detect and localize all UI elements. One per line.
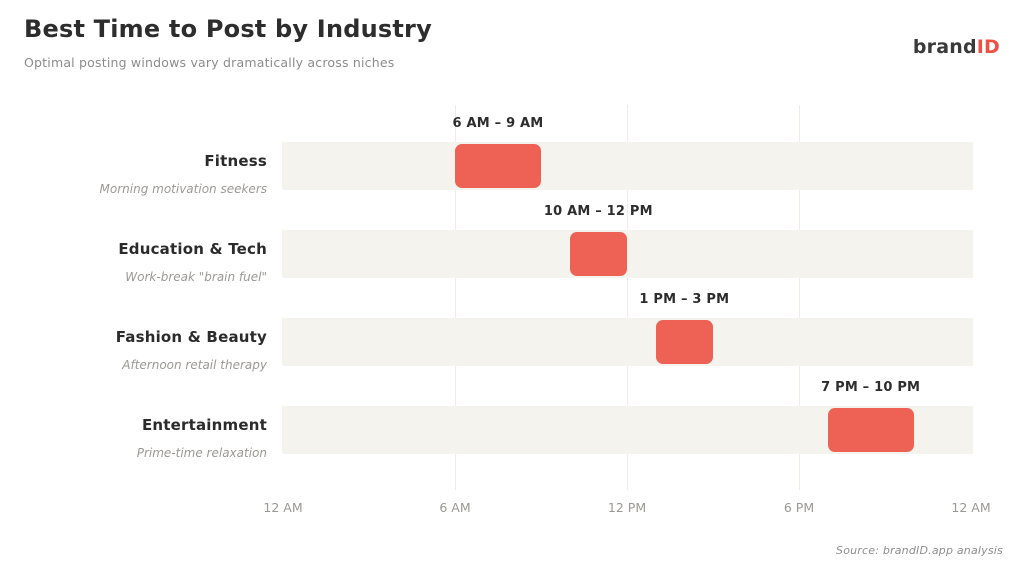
chart-row: 10 AM – 12 PM Education & Tech Work-break …: [118, 204, 973, 284]
brand-logo: brandID: [913, 36, 1000, 58]
category-description: Morning motivation seekers: [99, 182, 267, 196]
category-name: Fashion & Beauty: [115, 328, 267, 346]
gridline: [627, 105, 628, 490]
chart-plot: 12 AM 6 AM 12 PM 6 PM 12 AM 6 AM – 9 AM Fitnes…: [100, 96, 991, 536]
row-bar: [655, 320, 713, 364]
category-label: Education & Tech Work-break "brain fuel": [17, 230, 267, 284]
axis-tick-label: 12 AM: [263, 500, 303, 515]
chart-row: 7 PM – 10 PM Entertainment Prime-time rela…: [137, 380, 973, 460]
row-track: [282, 142, 973, 190]
chart-row: 1 PM – 3 PM Fashion & Beauty Afternoon ret…: [116, 292, 973, 372]
category-name: Entertainment: [141, 416, 267, 434]
page-title: Best Time to Post by Industry: [24, 15, 432, 43]
category-label: Entertainment Prime-time relaxation: [17, 406, 267, 460]
category-label: Fitness Morning motivation seekers: [17, 142, 267, 196]
row-bar: [827, 408, 914, 452]
axis-tick-label: 12 PM: [607, 500, 647, 515]
axis-tick-label: 12 AM: [951, 500, 991, 515]
gridline: [455, 105, 456, 490]
category-description: Prime-time relaxation: [136, 446, 267, 460]
row-bar: [455, 144, 541, 188]
category-description: Afternoon retail therapy: [122, 358, 267, 372]
page-subtitle: Optimal posting windows vary dramaticall…: [24, 55, 395, 70]
row-window-label: 6 AM – 9 AM: [452, 116, 544, 131]
row-track: [282, 230, 973, 278]
logo-id-text: ID: [976, 36, 1000, 58]
row-track: [282, 318, 973, 366]
row-window-label: 1 PM – 3 PM: [639, 292, 730, 307]
row-bar: [569, 232, 627, 276]
axis-tick-label: 6 PM: [783, 500, 815, 515]
logo-brand-text: brand: [912, 36, 977, 58]
category-label: Fashion & Beauty Afternoon retail therapy: [17, 318, 267, 372]
gridline: [799, 105, 800, 490]
row-window-label: 7 PM – 10 PM: [821, 380, 921, 395]
row-window-label: 10 AM – 12 PM: [543, 204, 653, 219]
category-description: Work-break "brain fuel": [125, 270, 267, 284]
chart-row: 6 AM – 9 AM Fitness Morning motivation see…: [100, 116, 973, 196]
axis-tick-label: 6 AM: [439, 500, 471, 515]
category-name: Education & Tech: [118, 240, 267, 258]
category-name: Fitness: [204, 152, 267, 170]
source-note: Source: brandID.app analysis: [836, 544, 1003, 557]
